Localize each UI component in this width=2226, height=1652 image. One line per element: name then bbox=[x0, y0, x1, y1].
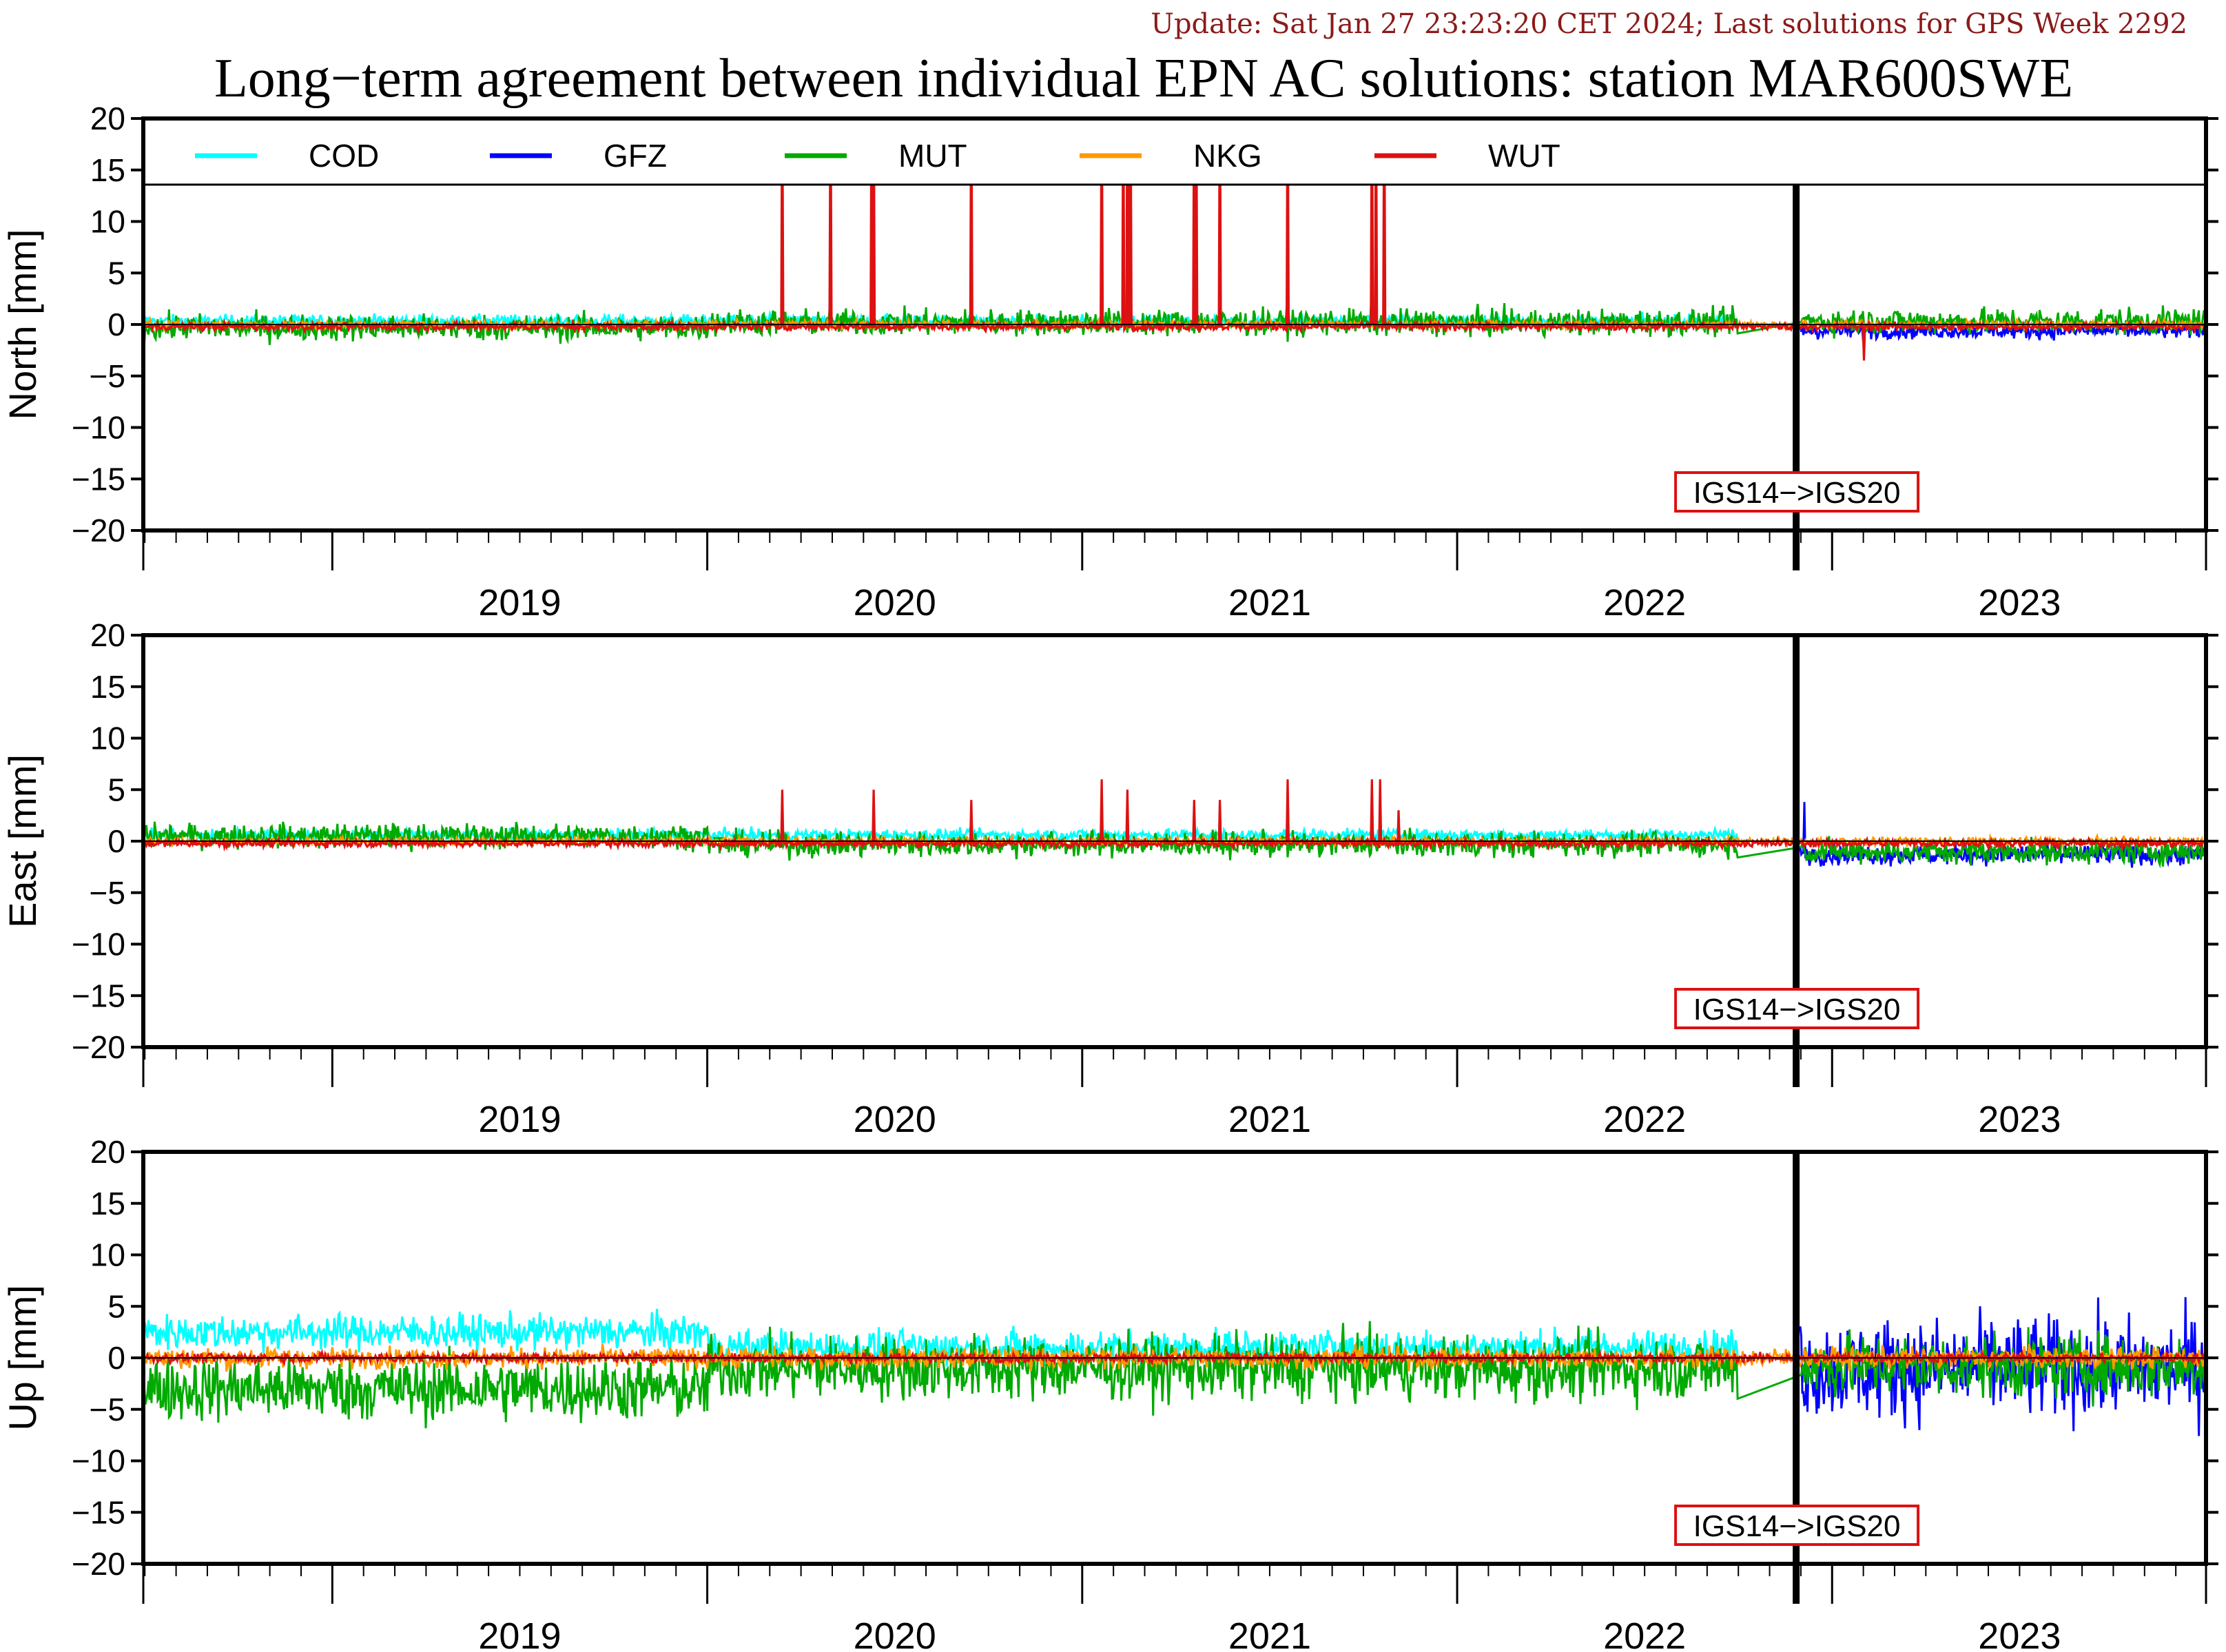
y-tick-label: −15 bbox=[72, 978, 125, 1013]
legend-label-wut: WUT bbox=[1488, 138, 1560, 174]
panel-north: COD GFZ MUT NKG WUT IGS14−>IGS20 20 15 10 5 0 −5 −10… bbox=[1, 101, 2218, 623]
y-tick-label: 20 bbox=[90, 1134, 125, 1170]
y-tick-label: 10 bbox=[90, 721, 125, 756]
update-timestamp: Update: Sat Jan 27 23:23:20 CET 2024; La… bbox=[1151, 8, 2187, 40]
y-tick-label: 5 bbox=[107, 1288, 125, 1324]
x-year-label: 2022 bbox=[1603, 1615, 1686, 1652]
y-tick-label: 15 bbox=[90, 669, 125, 705]
y-tick-label: −20 bbox=[72, 1029, 125, 1065]
panel-east: IGS14−>IGS20 20 15 10 5 0 −5 −10 −15 −20 East [mm]… bbox=[1, 617, 2218, 1140]
panels-group: COD GFZ MUT NKG WUT IGS14−>IGS20 20 15 10 5 0 −5 −10… bbox=[1, 101, 2218, 1652]
y-tick-label: 5 bbox=[107, 255, 125, 291]
x-year-label: 2023 bbox=[1978, 582, 2061, 623]
y-tick-label: 15 bbox=[90, 152, 125, 188]
frame-change-label: IGS14−>IGS20 bbox=[1693, 476, 1901, 510]
y-tick-label: −10 bbox=[72, 1443, 125, 1479]
y-axis-title: East [mm] bbox=[1, 754, 44, 928]
legend-label-gfz: GFZ bbox=[604, 138, 667, 174]
y-tick-label: −15 bbox=[72, 461, 125, 497]
legend-label-nkg: NKG bbox=[1193, 138, 1262, 174]
y-tick-label: −10 bbox=[72, 410, 125, 446]
series-group bbox=[143, 118, 2206, 361]
series-wut bbox=[143, 779, 2206, 852]
y-tick-label: 10 bbox=[90, 1237, 125, 1273]
y-tick-label: −5 bbox=[90, 358, 125, 394]
y-tick-label: −20 bbox=[72, 1546, 125, 1582]
x-year-label: 2023 bbox=[1978, 1615, 2061, 1652]
y-tick-label: −5 bbox=[90, 1392, 125, 1427]
chart-title: Long−term agreement between individual E… bbox=[214, 48, 2073, 109]
x-year-label: 2020 bbox=[854, 1615, 936, 1652]
x-year-label: 2019 bbox=[478, 582, 561, 623]
series-mut bbox=[143, 1321, 2206, 1429]
x-year-label: 2020 bbox=[854, 1099, 936, 1140]
y-tick-label: −20 bbox=[72, 513, 125, 548]
panel-up: IGS14−>IGS20 20 15 10 5 0 −5 −10 −15 −20 Up [mm] 20… bbox=[1, 1134, 2218, 1652]
x-year-label: 2022 bbox=[1603, 582, 1686, 623]
y-tick-label: 20 bbox=[90, 101, 125, 136]
series-group bbox=[143, 779, 2206, 869]
y-tick-label: 0 bbox=[107, 1340, 125, 1376]
x-year-label: 2023 bbox=[1978, 1099, 2061, 1140]
y-axis-title: Up [mm] bbox=[1, 1285, 44, 1431]
y-tick-label: 20 bbox=[90, 617, 125, 653]
frame-change-label: IGS14−>IGS20 bbox=[1693, 1509, 1901, 1543]
x-year-label: 2021 bbox=[1228, 1099, 1311, 1140]
frame-change-box bbox=[1674, 471, 1920, 513]
x-year-label: 2020 bbox=[854, 582, 936, 623]
y-axis-title: North [mm] bbox=[1, 229, 44, 420]
y-tick-label: 5 bbox=[107, 772, 125, 807]
frame-change-box bbox=[1674, 1505, 1920, 1546]
x-year-label: 2022 bbox=[1603, 1099, 1686, 1140]
x-year-label: 2019 bbox=[478, 1615, 561, 1652]
y-tick-label: 10 bbox=[90, 204, 125, 240]
x-year-label: 2021 bbox=[1228, 1615, 1311, 1652]
legend-label-mut: MUT bbox=[898, 138, 967, 174]
legend-box bbox=[143, 118, 2206, 185]
legend-label-cod: COD bbox=[309, 138, 379, 174]
legend: COD GFZ MUT NKG WUT bbox=[143, 118, 2206, 186]
series-mut bbox=[143, 821, 2206, 869]
x-year-label: 2019 bbox=[478, 1099, 561, 1140]
frame-change-box bbox=[1674, 988, 1920, 1029]
y-tick-label: −10 bbox=[72, 927, 125, 962]
y-tick-label: 15 bbox=[90, 1186, 125, 1221]
y-tick-label: −5 bbox=[90, 875, 125, 911]
series-group bbox=[143, 1297, 2206, 1436]
y-tick-label: −15 bbox=[72, 1494, 125, 1530]
y-tick-label: 0 bbox=[107, 823, 125, 859]
series-gfz bbox=[1799, 1297, 2206, 1436]
frame-change-label: IGS14−>IGS20 bbox=[1693, 993, 1901, 1026]
y-tick-label: 0 bbox=[107, 307, 125, 342]
x-year-label: 2021 bbox=[1228, 582, 1311, 623]
